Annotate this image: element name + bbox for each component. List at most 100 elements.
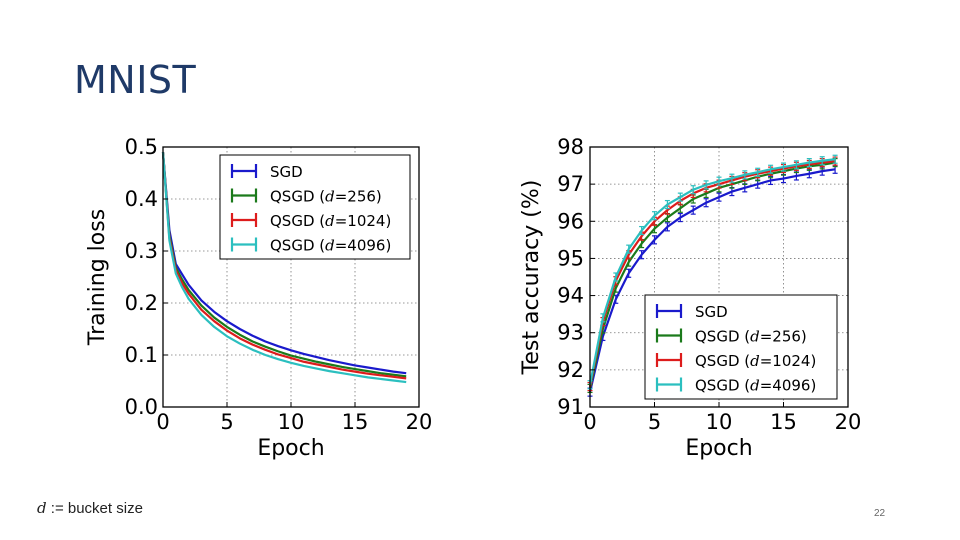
legend-label-variable: d [325,188,335,206]
x-tick-label: 5 [220,410,233,434]
error-bar [806,157,812,168]
x-tick-label: 20 [406,410,433,434]
legend-label-variable: d [325,237,335,255]
error-bar [793,160,799,170]
legend-label: QSGD (d=1024) [695,352,816,370]
y-tick-label: 0.1 [125,343,158,367]
training-loss-chart: 0 5 10 15 20 0.0 0.1 0.2 0.3 0.4 0.5 Epoch Training … [85,135,433,461]
legend-label-prefix: QSGD ( [695,352,750,370]
y-tick-label: 0.4 [125,187,158,211]
error-bar [716,192,722,202]
error-bar [781,162,786,172]
legend-label-variable: d [750,352,760,370]
y-tick-label: 94 [557,284,584,308]
y-tick-label: 91 [557,395,584,419]
test-accuracy-chart: 0 5 10 15 20 91 92 93 94 95 96 97 98 Epoch Test accura… [520,135,862,461]
legend-entry: SGD [230,163,303,181]
legend-label-prefix: QSGD ( [270,212,325,230]
error-bar [677,192,683,202]
y-tick-label: 97 [557,172,584,196]
legend-entry: SGD [655,303,728,321]
series-line-sgd [588,168,836,393]
x-axis-label: Epoch [685,436,752,461]
error-bar [664,222,670,232]
y-tick-label: 96 [557,209,584,233]
legend-entry: QSGD (d=256) [655,328,807,346]
legend-entry: QSGD (d=4096) [230,237,391,255]
error-bar [690,185,696,195]
footnote-variable: d [37,499,47,517]
error-bar [639,250,645,260]
y-tick-label: 0.5 [125,135,158,159]
error-bar [703,180,709,190]
legend-box [644,294,838,400]
x-tick-label: 10 [706,410,733,434]
y-tick-label: 0.0 [125,395,158,419]
legend-label-suffix: =1024) [335,212,392,230]
legend-label: SGD [695,303,728,321]
error-bar [600,313,606,323]
x-tick-label: 5 [648,410,661,434]
y-tick-label: 92 [557,358,584,382]
x-tick-label: 15 [770,410,797,434]
legend-label: SGD [270,163,303,181]
series-line-qsgd_256 [161,152,407,378]
legend-label: QSGD (d=4096) [270,237,391,255]
page-number: 22 [874,508,886,519]
error-bar [652,235,657,245]
error-bar [626,244,632,254]
error-bar [755,167,761,177]
legend-entry: QSGD (d=1024) [655,352,816,370]
y-tick-label: 0.3 [125,239,158,263]
legend-entry: QSGD (d=4096) [655,377,816,395]
y-tick-label: 98 [557,135,584,159]
legend-label: QSGD (d=1024) [270,212,391,230]
error-bar [652,211,657,221]
legend-label-suffix: =4096) [760,377,817,395]
legend-label-prefix: QSGD ( [695,377,750,395]
legend-label-variable: d [750,328,760,346]
y-tick-label: 93 [557,321,584,345]
error-bar [819,156,825,166]
y-axis-label: Training loss [85,209,110,346]
error-bar [690,205,696,215]
series-line-sgd [161,152,407,375]
series-line-qsgd_1024 [161,152,407,380]
legend-label-variable: d [750,377,760,395]
y-axis-label: Test accuracy (%) [520,180,544,376]
error-bar [729,173,735,183]
x-tick-label: 0 [156,410,169,434]
legend-label-suffix: =256) [335,188,382,206]
error-bar [768,164,774,174]
x-tick-label: 0 [583,410,596,434]
y-tick-label: 0.2 [125,291,158,315]
legend-label-prefix: SGD [695,303,728,321]
legend-label-prefix: QSGD ( [270,237,325,255]
legend-label: QSGD (d=4096) [695,377,816,395]
legend-label-prefix: SGD [270,163,303,181]
legend-label-prefix: QSGD ( [270,188,325,206]
slide-title: MNIST [74,58,197,102]
error-bar [703,198,709,208]
series-line-qsgd_1024 [588,160,836,387]
x-tick-label: 20 [835,410,862,434]
error-bar [716,176,722,186]
error-bar [613,272,619,282]
x-tick-label: 15 [342,410,369,434]
x-axis-label: Epoch [257,436,324,461]
legend-label-suffix: =4096) [335,237,392,255]
error-bar [742,170,748,180]
legend-label: QSGD (d=256) [270,188,382,206]
legend-entry: QSGD (d=256) [230,188,382,206]
legend-label: QSGD (d=256) [695,328,807,346]
series-line-qsgd_4096 [588,158,836,385]
error-bar [664,199,670,210]
error-bar [677,212,683,223]
error-bar [626,268,632,278]
legend-box [219,154,411,260]
legend-label-prefix: QSGD ( [695,328,750,346]
x-tick-label: 10 [278,410,305,434]
footnote-text: := bucket size [46,500,143,517]
